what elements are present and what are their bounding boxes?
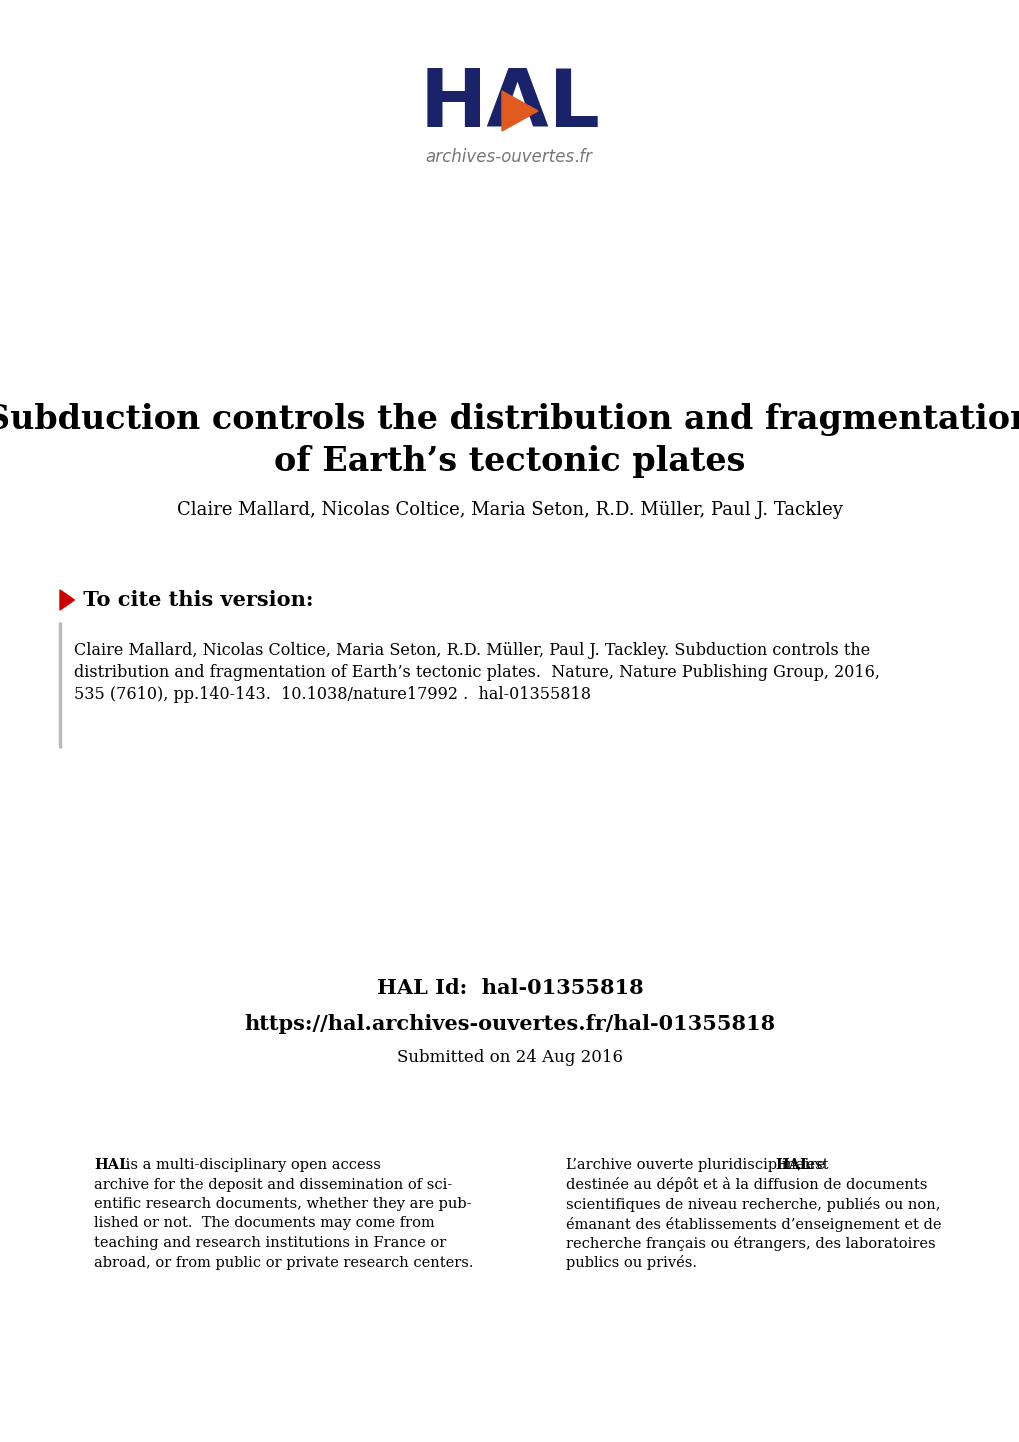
Text: HAL Id:  hal-01355818: HAL Id: hal-01355818 — [376, 978, 643, 998]
Text: , est: , est — [796, 1158, 827, 1172]
Text: Subduction controls the distribution and fragmentation: Subduction controls the distribution and… — [0, 404, 1019, 437]
Text: To cite this version:: To cite this version: — [76, 590, 313, 610]
Text: scientifiques de niveau recherche, publiés ou non,: scientifiques de niveau recherche, publi… — [566, 1197, 940, 1211]
Text: https://hal.archives-ouvertes.fr/hal-01355818: https://hal.archives-ouvertes.fr/hal-013… — [245, 1014, 774, 1034]
Text: L’archive ouverte pluridisciplinaire: L’archive ouverte pluridisciplinaire — [566, 1158, 828, 1172]
Text: Claire Mallard, Nicolas Coltice, Maria Seton, R.D. Müller, Paul J. Tackley. Subd: Claire Mallard, Nicolas Coltice, Maria S… — [74, 642, 869, 659]
Text: archive for the deposit and dissemination of sci-: archive for the deposit and disseminatio… — [94, 1178, 451, 1191]
Text: lished or not.  The documents may come from: lished or not. The documents may come fr… — [94, 1217, 434, 1230]
Text: destinée au dépôt et à la diffusion de documents: destinée au dépôt et à la diffusion … — [566, 1178, 926, 1193]
Text: archives-ouvertes: archives-ouvertes — [425, 149, 574, 166]
Text: 535 (7610), pp.140-143.  10.1038/nature17992 .  hal-01355818: 535 (7610), pp.140-143. 10.1038/nature17… — [74, 686, 590, 704]
Text: of Earth’s tectonic plates: of Earth’s tectonic plates — [274, 446, 745, 479]
Text: publics ou privés.: publics ou privés. — [566, 1256, 696, 1270]
Text: Submitted on 24 Aug 2016: Submitted on 24 Aug 2016 — [396, 1050, 623, 1067]
Text: is a multi-disciplinary open access: is a multi-disciplinary open access — [121, 1158, 380, 1172]
Text: .fr: .fr — [574, 149, 591, 166]
Text: distribution and fragmentation of Earth’s tectonic plates.  Nature, Nature Publi: distribution and fragmentation of Earth’… — [74, 663, 879, 681]
Text: abroad, or from public or private research centers.: abroad, or from public or private resear… — [94, 1256, 473, 1269]
Text: recherche français ou étrangers, des laboratoires: recherche français ou étrangers, des l… — [566, 1236, 934, 1252]
Text: émanant des établissements d’enseignement et de: émanant des établissements d’enseignem… — [566, 1217, 941, 1231]
Text: HAL: HAL — [419, 66, 600, 144]
Text: HAL: HAL — [94, 1158, 129, 1172]
Polygon shape — [60, 590, 74, 610]
Text: HAL: HAL — [774, 1158, 810, 1172]
Text: Claire Mallard, Nicolas Coltice, Maria Seton, R.D. Müller, Paul J. Tackley: Claire Mallard, Nicolas Coltice, Maria S… — [177, 500, 842, 519]
Text: teaching and research institutions in France or: teaching and research institutions in Fr… — [94, 1236, 446, 1250]
Polygon shape — [501, 91, 537, 131]
Text: entific research documents, whether they are pub-: entific research documents, whether they… — [94, 1197, 471, 1211]
